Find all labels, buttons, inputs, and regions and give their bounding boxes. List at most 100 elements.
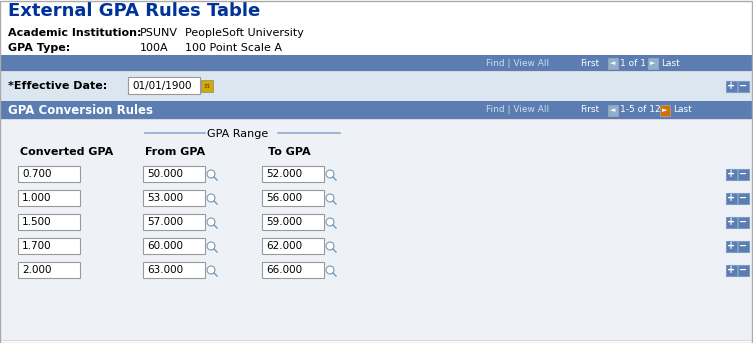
Text: +: +	[727, 169, 736, 179]
Text: +: +	[727, 193, 736, 203]
Text: +: +	[727, 265, 736, 275]
Circle shape	[207, 242, 215, 250]
Text: ►: ►	[663, 107, 668, 113]
Text: 1-5 of 12: 1-5 of 12	[620, 106, 660, 115]
Text: PeopleSoft University: PeopleSoft University	[185, 28, 304, 38]
Text: 62.000: 62.000	[266, 241, 302, 251]
Text: −: −	[739, 169, 748, 179]
Text: First: First	[580, 59, 599, 68]
Bar	[143, 190, 205, 206]
Bar	[262, 262, 324, 278]
Text: 1.500: 1.500	[22, 217, 52, 227]
Bar	[201, 80, 213, 92]
Bar	[726, 216, 737, 227]
Circle shape	[207, 170, 215, 178]
Bar	[648, 58, 658, 69]
Circle shape	[326, 218, 334, 226]
Text: 56.000: 56.000	[266, 193, 302, 203]
Bar	[660, 105, 670, 116]
Text: ◄: ◄	[611, 60, 616, 66]
Circle shape	[326, 266, 334, 274]
Text: 01/01/1900: 01/01/1900	[132, 81, 191, 91]
Circle shape	[326, 194, 334, 202]
Text: 57.000: 57.000	[147, 217, 183, 227]
Text: −: −	[739, 241, 748, 251]
Text: −: −	[739, 193, 748, 203]
Text: Converted GPA: Converted GPA	[20, 147, 113, 157]
Text: 53.000: 53.000	[147, 193, 183, 203]
Text: +: +	[727, 81, 736, 91]
Bar	[738, 240, 749, 251]
Text: From GPA: From GPA	[145, 147, 205, 157]
Text: 1.000: 1.000	[22, 193, 51, 203]
Bar	[738, 192, 749, 203]
Text: 50.000: 50.000	[147, 169, 183, 179]
Bar	[262, 238, 324, 254]
Bar	[608, 58, 618, 69]
Bar	[143, 214, 205, 230]
Circle shape	[326, 170, 334, 178]
Bar	[0, 119, 753, 340]
Bar	[738, 216, 749, 227]
Bar	[18, 166, 80, 182]
Circle shape	[207, 218, 215, 226]
Text: Last: Last	[673, 106, 692, 115]
Text: GPA Conversion Rules: GPA Conversion Rules	[8, 104, 153, 117]
Bar	[738, 168, 749, 179]
Bar	[0, 55, 753, 71]
Bar	[18, 214, 80, 230]
Text: First: First	[580, 106, 599, 115]
Text: Last: Last	[661, 59, 680, 68]
Text: −: −	[739, 217, 748, 227]
Bar	[726, 168, 737, 179]
Text: −: −	[739, 81, 748, 91]
Bar	[0, 101, 753, 119]
Text: 2.000: 2.000	[22, 265, 51, 275]
Text: 31: 31	[203, 83, 211, 88]
Text: Find | View All: Find | View All	[486, 106, 549, 115]
Text: 60.000: 60.000	[147, 241, 183, 251]
Bar	[738, 81, 749, 92]
Circle shape	[326, 242, 334, 250]
Text: PSUNV: PSUNV	[140, 28, 178, 38]
Text: 100 Point Scale A: 100 Point Scale A	[185, 43, 282, 53]
Text: ◄: ◄	[611, 107, 616, 113]
Text: −: −	[739, 265, 748, 275]
Text: 1 of 1: 1 of 1	[620, 59, 646, 68]
Bar	[726, 192, 737, 203]
Bar	[262, 166, 324, 182]
Bar	[738, 264, 749, 275]
Text: +: +	[727, 241, 736, 251]
Text: 59.000: 59.000	[266, 217, 302, 227]
Text: GPA Type:: GPA Type:	[8, 43, 70, 53]
Bar	[262, 190, 324, 206]
Text: 52.000: 52.000	[266, 169, 302, 179]
Bar	[143, 238, 205, 254]
Text: To GPA: To GPA	[268, 147, 311, 157]
Text: GPA Range: GPA Range	[207, 129, 268, 139]
Bar	[0, 71, 753, 101]
Text: 100A: 100A	[140, 43, 169, 53]
Text: 1.700: 1.700	[22, 241, 52, 251]
Bar	[726, 81, 737, 92]
Circle shape	[207, 266, 215, 274]
Text: 66.000: 66.000	[266, 265, 302, 275]
Bar	[143, 262, 205, 278]
Text: External GPA Rules Table: External GPA Rules Table	[8, 2, 261, 20]
Bar	[18, 190, 80, 206]
Bar	[608, 105, 618, 116]
Text: +: +	[727, 217, 736, 227]
Text: 63.000: 63.000	[147, 265, 183, 275]
Text: ►: ►	[651, 60, 656, 66]
Bar	[143, 166, 205, 182]
Text: *Effective Date:: *Effective Date:	[8, 81, 107, 91]
Text: Academic Institution:: Academic Institution:	[8, 28, 142, 38]
Bar	[18, 238, 80, 254]
Bar	[726, 264, 737, 275]
Text: Find | View All: Find | View All	[486, 59, 549, 68]
Circle shape	[207, 194, 215, 202]
Bar	[128, 77, 200, 94]
Bar	[726, 240, 737, 251]
Bar	[262, 214, 324, 230]
Bar	[18, 262, 80, 278]
